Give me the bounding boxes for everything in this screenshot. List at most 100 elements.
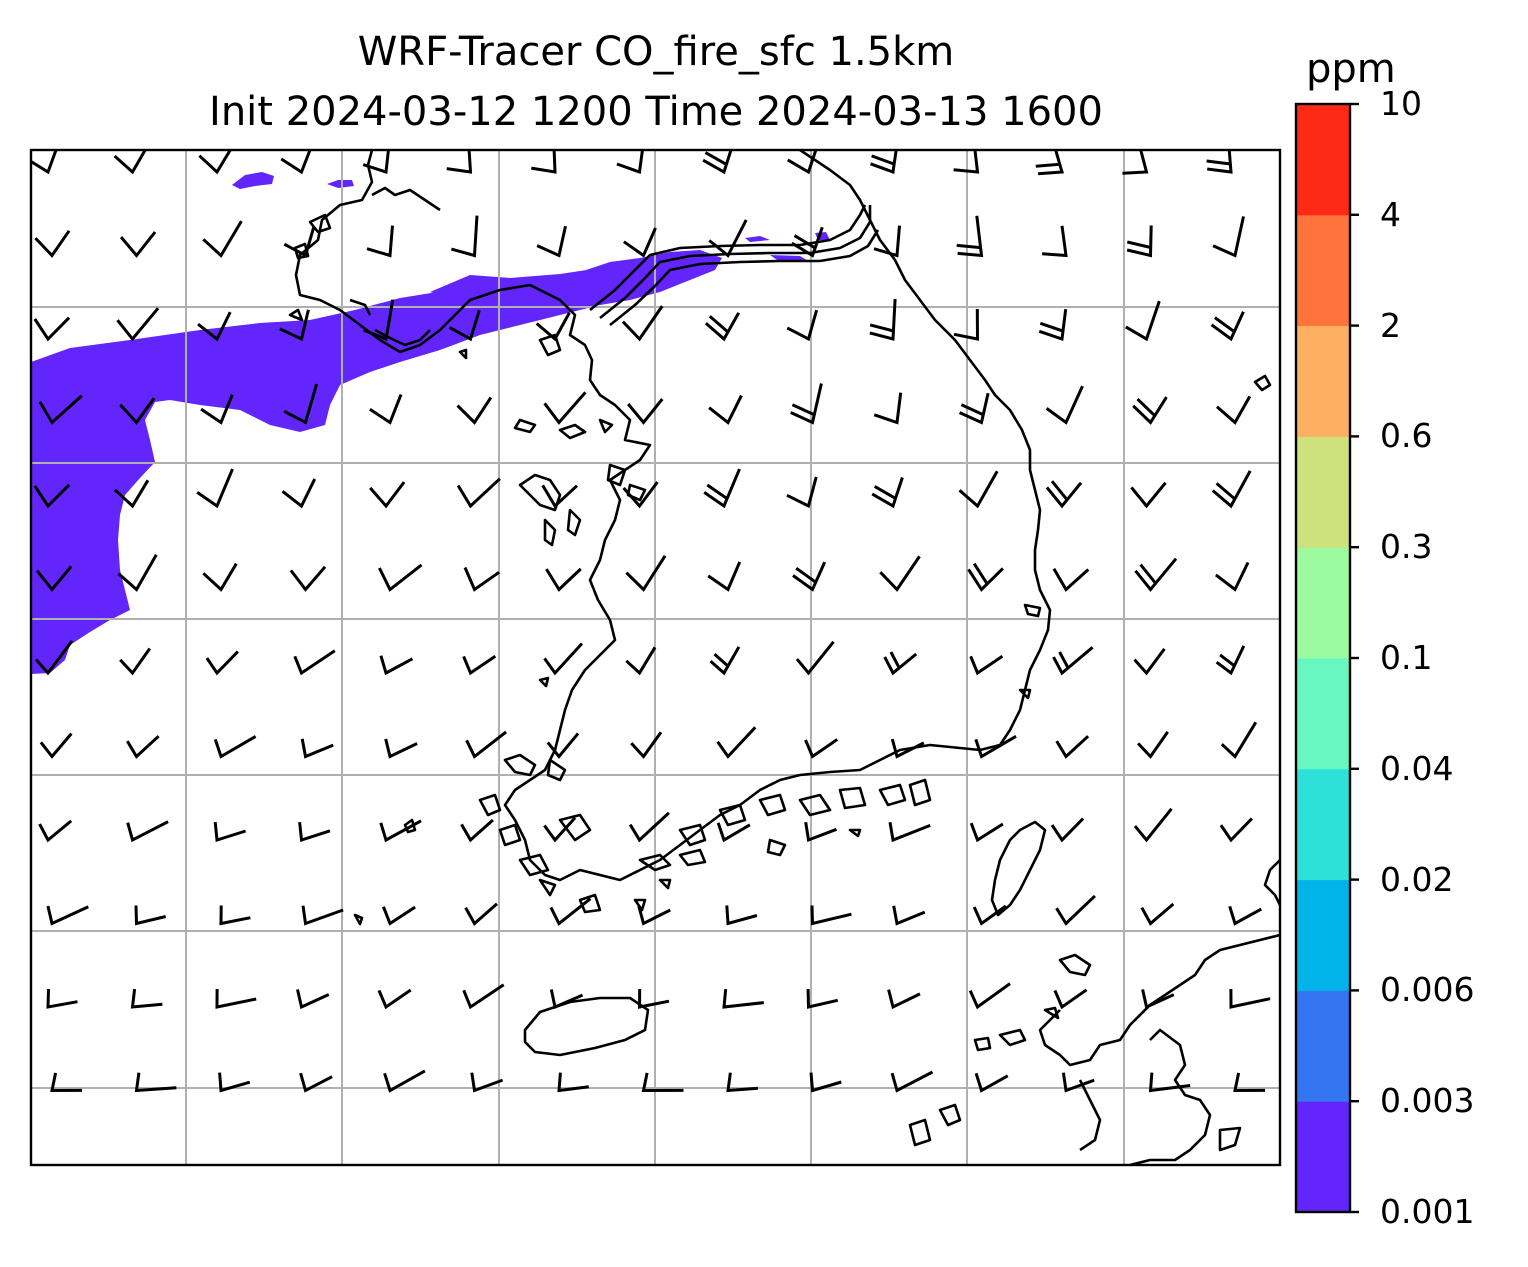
wind-barb <box>1130 481 1167 509</box>
wind-barb <box>1233 1072 1266 1093</box>
colorbar-tick-label: 0.3 <box>1380 527 1433 567</box>
wind-barb <box>549 897 592 926</box>
wind-barb <box>1035 150 1064 176</box>
wind-barb <box>460 818 494 843</box>
wind-barb <box>708 394 743 425</box>
wind-barb <box>1122 150 1149 175</box>
wind-barb <box>790 383 823 425</box>
title-line-2: Init 2024-03-12 1200 Time 2024-03-13 160… <box>209 89 1103 135</box>
wind-barb <box>46 988 78 1009</box>
wind-barb <box>205 650 239 676</box>
wind-barb <box>958 392 990 425</box>
colorbar-tick-label: 0.1 <box>1380 638 1433 677</box>
wind-barb <box>967 562 1004 592</box>
wind-barb <box>119 647 152 676</box>
wind-barb <box>1052 567 1090 592</box>
wind-barb <box>972 904 1007 926</box>
island-cluster-s <box>633 778 932 912</box>
colorbar-band-9 <box>1296 104 1350 216</box>
wind-barb <box>873 392 903 425</box>
border-line-2 <box>599 205 872 320</box>
wind-barb <box>1228 905 1263 926</box>
wind-barb <box>883 651 918 676</box>
wind-barb <box>956 215 984 258</box>
wind-barb <box>637 905 671 926</box>
wind-barb <box>219 905 251 926</box>
wind-barb <box>1206 150 1233 174</box>
plume-patch-3 <box>745 236 770 242</box>
wind-barb <box>890 1070 934 1093</box>
wind-barb <box>39 732 73 759</box>
wind-barb <box>119 397 156 425</box>
island-small-5 <box>1018 688 1032 700</box>
ulleung-island <box>1253 374 1272 392</box>
wind-barb <box>1219 817 1253 843</box>
island-cluster-sw <box>478 753 602 914</box>
wind-barb <box>300 738 334 759</box>
wind-barb <box>279 309 310 342</box>
wind-barb <box>725 905 758 926</box>
wind-barb <box>1134 557 1178 592</box>
wind-barb <box>1216 395 1252 425</box>
wind-barb <box>722 988 764 1009</box>
wind-barb <box>363 299 395 342</box>
wind-barb <box>806 988 839 1009</box>
wind-barb <box>456 477 501 509</box>
wind-barb <box>536 225 567 258</box>
wind-barb <box>953 308 980 341</box>
wind-barb <box>623 227 657 258</box>
wind-barb <box>119 231 157 258</box>
wind-barb <box>379 655 414 676</box>
wind-barb <box>1125 300 1161 342</box>
wind-barb <box>1137 731 1169 759</box>
kyushu-coast <box>908 859 1280 1165</box>
wind-barb <box>366 225 394 258</box>
wind-barb <box>384 738 418 759</box>
wind-barb <box>1055 735 1090 759</box>
wind-barb <box>1132 396 1168 425</box>
wind-barb <box>628 811 670 843</box>
wind-barb <box>810 905 852 926</box>
plume-patch-1 <box>232 172 274 189</box>
wind-barb <box>888 822 931 843</box>
wind-barb <box>215 988 257 1009</box>
wind-barb <box>708 219 748 258</box>
wind-barb <box>298 821 331 842</box>
wind-barb <box>616 150 644 175</box>
wind-barb <box>50 1072 83 1093</box>
wind-barb <box>117 554 158 592</box>
wind-barb <box>953 150 980 174</box>
colorbar-band-6 <box>1296 436 1350 548</box>
wind-barb <box>46 905 89 926</box>
wind-barb <box>1050 817 1085 843</box>
wind-barb <box>543 391 587 425</box>
wind-barb <box>134 905 167 926</box>
wind-barb <box>1052 646 1094 676</box>
wind-barb <box>299 1072 333 1093</box>
wind-barb <box>969 655 1004 676</box>
wind-barb <box>809 1072 842 1093</box>
wind-barb <box>379 819 422 843</box>
wind-barb <box>716 822 751 843</box>
wind-barb <box>1133 648 1166 676</box>
wind-barb <box>787 150 818 175</box>
wind-barb <box>1229 988 1271 1009</box>
wind-barb <box>958 470 999 509</box>
colorbar-tick-label: 10 <box>1380 84 1422 123</box>
wind-barb <box>786 476 818 509</box>
wind-barb <box>113 150 147 175</box>
map-frame <box>29 148 1282 1167</box>
wind-barb <box>470 1072 504 1093</box>
wind-barb <box>116 307 160 342</box>
wind-barb <box>531 150 557 174</box>
wind-barb <box>1045 385 1084 425</box>
wind-barb <box>198 150 233 175</box>
colorbar-tick-label: 2 <box>1380 305 1401 345</box>
wind-barb <box>283 383 319 425</box>
china-coast-nw <box>288 213 468 360</box>
wind-barb <box>541 484 579 509</box>
wind-barb <box>462 654 497 676</box>
wind-barb <box>377 988 412 1010</box>
tsushima-island <box>990 820 1047 917</box>
wind-barb <box>126 820 169 843</box>
